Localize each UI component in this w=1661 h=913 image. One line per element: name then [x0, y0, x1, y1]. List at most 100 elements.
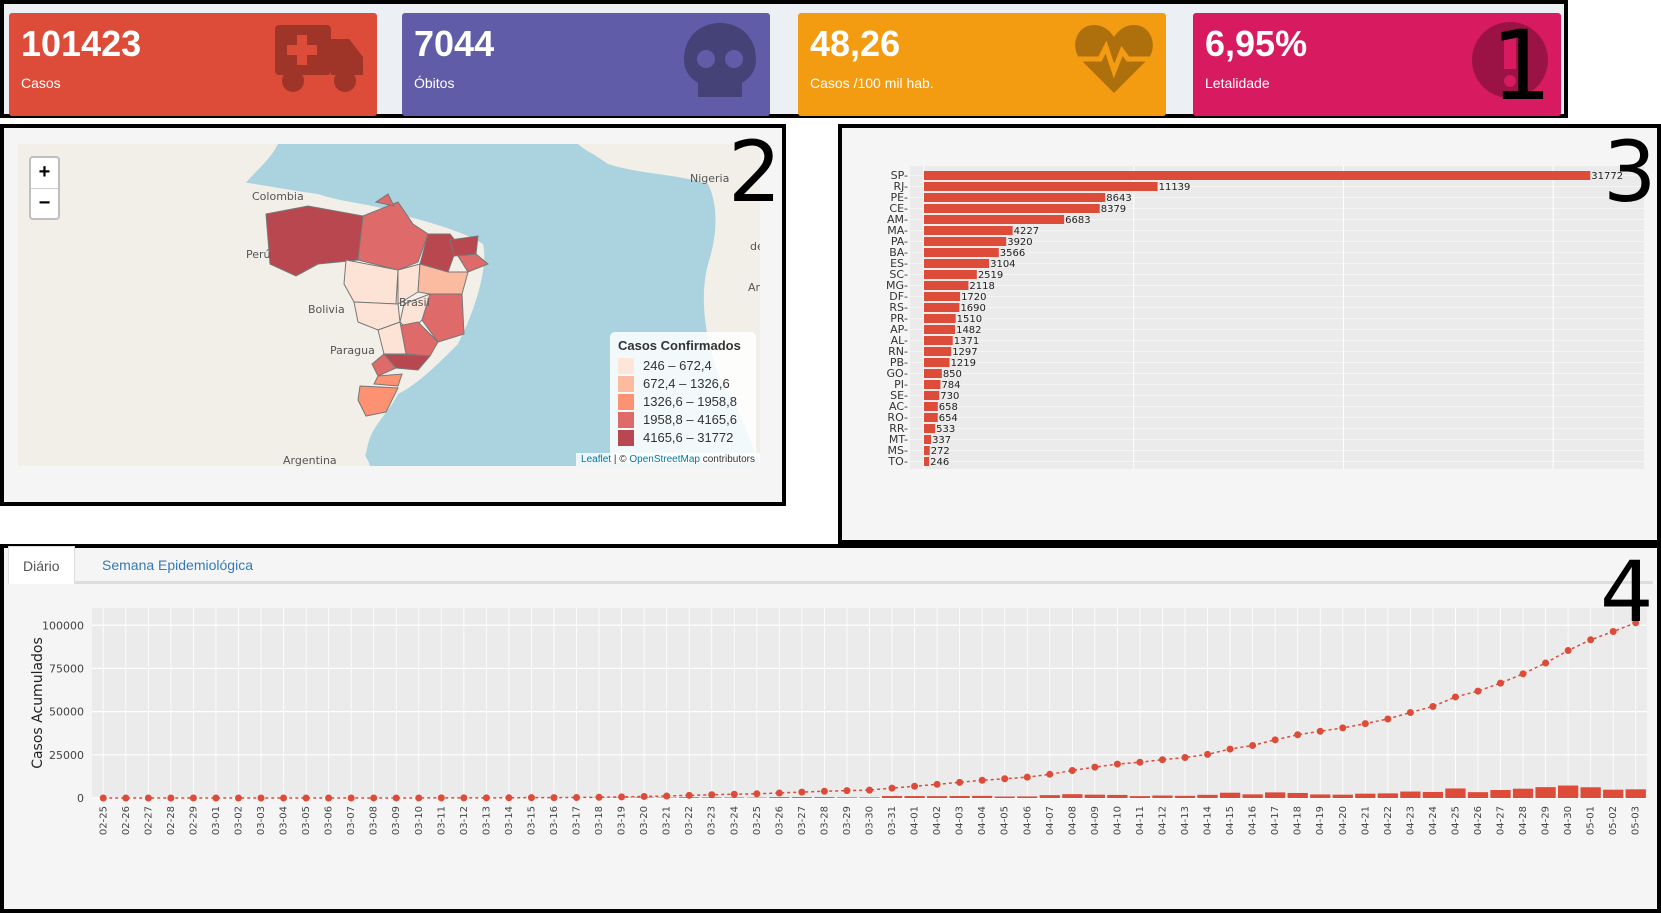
data-label: 730	[940, 391, 959, 402]
map-label-brasil: Brasil	[399, 296, 430, 309]
legend-item: 672,4 – 1326,6	[618, 375, 748, 393]
cumulative-point	[753, 790, 761, 798]
kpi-value: 101423	[21, 23, 142, 64]
cumulative-point	[775, 789, 783, 797]
leaflet-link[interactable]: Leaflet	[581, 454, 612, 465]
bar	[924, 215, 1065, 224]
bar	[924, 292, 961, 301]
map-label-colombia: Colombia	[252, 190, 304, 203]
daily-bar	[972, 795, 993, 798]
cumulative-point	[1609, 627, 1617, 635]
tick-label: AL-	[891, 334, 908, 347]
x-tick-label: 04-01	[910, 806, 921, 835]
x-tick-label: 02-27	[143, 806, 154, 835]
region-number: 3	[1603, 123, 1657, 221]
x-tick-label: 03-10	[414, 806, 425, 835]
x-tick-label: 04-06	[1022, 806, 1033, 835]
x-tick-label: 03-01	[211, 806, 222, 835]
tick-label: PR-	[890, 312, 908, 325]
zoom-in-button[interactable]: +	[38, 161, 51, 183]
cumulative-point	[798, 788, 806, 796]
cumulative-point	[1519, 670, 1527, 678]
bar	[924, 446, 930, 455]
cumulative-point	[1339, 724, 1347, 732]
tab-semana-epidemiologica[interactable]: Semana Epidemiológica	[102, 557, 253, 573]
data-label: 533	[936, 424, 955, 435]
bar	[924, 413, 938, 422]
x-tick-label: 03-17	[572, 806, 583, 835]
cumulative-point	[595, 793, 603, 801]
data-label: 1510	[957, 314, 982, 325]
cumulative-point	[1361, 720, 1369, 728]
x-tick-label: 04-19	[1315, 806, 1326, 835]
x-tick-label: 03-04	[279, 806, 290, 835]
x-tick-label: 04-07	[1045, 806, 1056, 835]
cumulative-point	[888, 784, 896, 792]
cumulative-point	[640, 792, 648, 800]
zoom-out-button[interactable]: −	[31, 188, 58, 218]
x-tick-label: 02-29	[188, 806, 199, 835]
cumulative-point	[1564, 647, 1572, 655]
tick-label: GO-	[887, 367, 908, 380]
cumulative-point	[1451, 693, 1459, 701]
x-tick-label: 04-21	[1360, 806, 1371, 835]
osm-link[interactable]: OpenStreetMap	[629, 454, 700, 465]
x-tick-label: 03-22	[684, 806, 695, 835]
kpi-label: Casos /100 mil hab.	[810, 75, 934, 91]
daily-bar	[1039, 795, 1060, 798]
legend-label: 1326,6 – 1958,8	[643, 394, 737, 409]
cumulative-point	[618, 793, 626, 801]
x-tick-label: 04-10	[1112, 806, 1123, 835]
daily-bar	[1287, 792, 1308, 798]
y-tick-label: 25000	[49, 749, 84, 762]
daily-bar	[1603, 789, 1624, 798]
legend-swatch	[618, 394, 634, 410]
x-tick-label: 02-25	[98, 806, 109, 835]
x-tick-label: 03-13	[481, 806, 492, 835]
x-tick-label: 05-03	[1631, 806, 1642, 835]
legend-swatch	[618, 358, 634, 374]
cumulative-point	[978, 776, 986, 784]
daily-bar	[1512, 788, 1534, 798]
bar	[924, 182, 1158, 191]
brazil-map[interactable]: + − Colombia Perú Bolivia Paragua Brasil…	[18, 144, 760, 466]
map-label-peru: Perú	[246, 248, 271, 261]
legend-item: 1958,8 – 4165,6	[618, 411, 748, 429]
data-label: 1219	[951, 358, 976, 369]
tick-label: SP-	[891, 169, 908, 182]
x-tick-label: 04-08	[1067, 806, 1078, 835]
x-tick-label: 04-26	[1473, 806, 1484, 835]
data-label: 31772	[1591, 171, 1623, 182]
x-tick-label: 03-18	[594, 806, 605, 835]
daily-bar	[814, 797, 835, 798]
bar	[924, 336, 953, 345]
bar	[924, 325, 956, 334]
bar	[924, 193, 1106, 202]
y-axis-label: Casos Acumulados	[30, 637, 46, 769]
y-tick-label: 0	[77, 792, 84, 805]
cumulative-point	[1091, 763, 1099, 771]
data-label: 1690	[960, 303, 985, 314]
x-tick-label: 02-28	[166, 806, 177, 835]
cumulative-point	[708, 791, 716, 799]
cumulative-point	[99, 794, 107, 802]
x-tick-label: 04-18	[1293, 806, 1304, 835]
daily-bar	[1467, 792, 1489, 798]
cumulative-point	[280, 794, 288, 802]
x-tick-label: 04-30	[1563, 806, 1574, 835]
tab-diario[interactable]: Diário	[8, 546, 75, 584]
map-label-bolivia: Bolivia	[308, 303, 345, 316]
cumulative-point	[1181, 754, 1189, 762]
cumulative-point	[1271, 736, 1279, 744]
tick-label: DF-	[889, 290, 908, 303]
x-tick-label: 03-25	[752, 806, 763, 835]
tick-label: PE-	[890, 191, 908, 204]
cumulative-point	[1294, 731, 1302, 739]
x-tick-label: 04-12	[1157, 806, 1168, 835]
legend-label: 1958,8 – 4165,6	[643, 412, 737, 427]
cumulative-point	[550, 794, 558, 802]
cumulative-point	[415, 794, 423, 802]
x-tick-label: 04-27	[1496, 806, 1507, 835]
x-tick-label: 04-09	[1090, 806, 1101, 835]
x-tick-label: 03-19	[617, 806, 628, 835]
